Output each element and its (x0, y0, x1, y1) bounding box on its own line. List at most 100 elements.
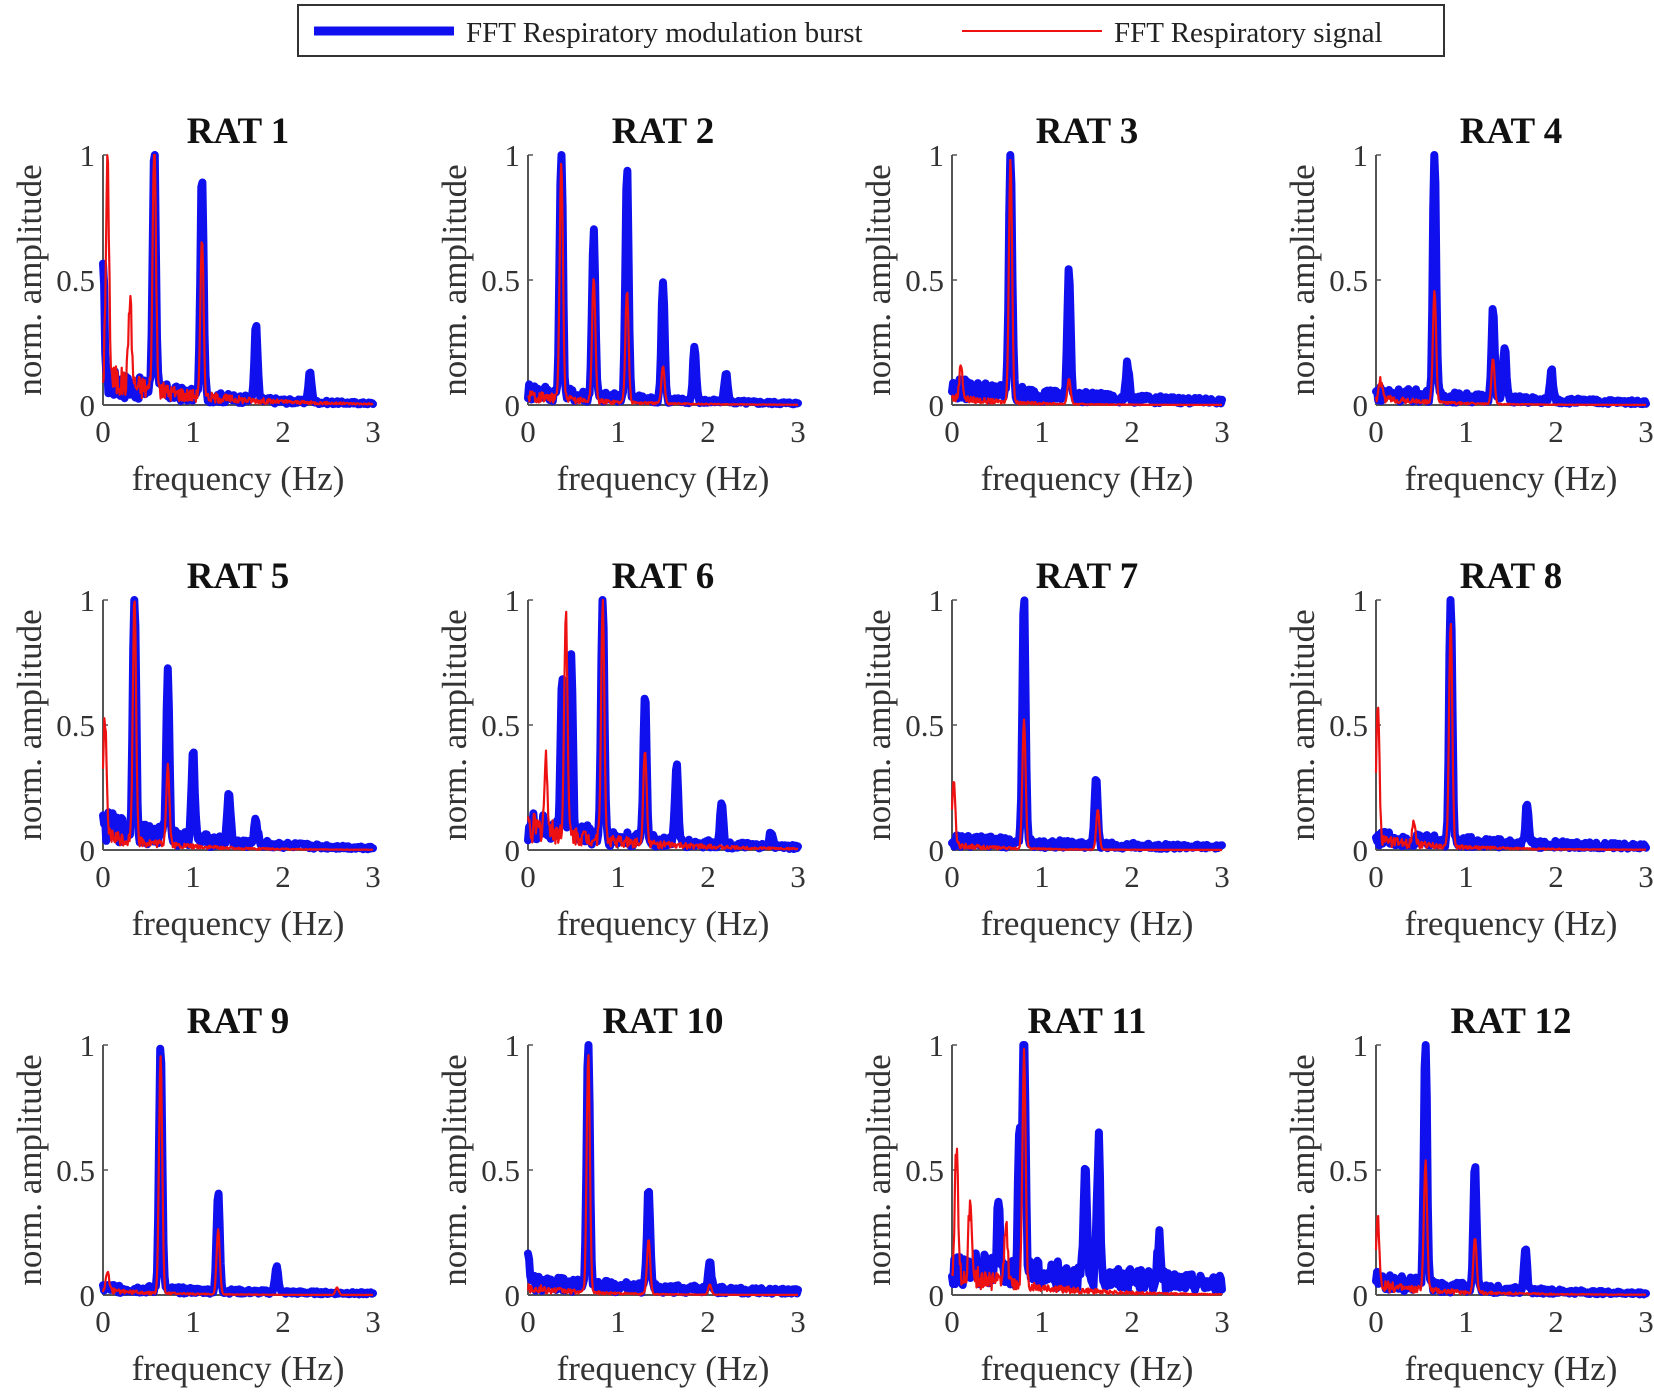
y-axis-label: norm. amplitude (1283, 609, 1322, 840)
y-tick-label: 1 (505, 138, 521, 173)
y-tick-label: 0 (505, 1278, 521, 1313)
signal-series-line (950, 159, 1223, 407)
x-tick-label: 0 (1368, 414, 1384, 449)
chart-panel-11: 0 0.5 1 0 1 2 3 RAT 11 frequency (Hz) norm. ampli… (859, 1001, 1230, 1388)
y-tick-label: 0 (1353, 388, 1369, 423)
y-tick-label: 1 (929, 583, 945, 618)
y-tick-label: 0 (929, 388, 945, 423)
x-tick-label: 1 (1458, 859, 1474, 894)
x-axis-label: frequency (Hz) (557, 1349, 770, 1388)
x-axis-label: frequency (Hz) (132, 904, 345, 943)
panel-title: RAT 9 (187, 1001, 289, 1042)
chart-panel-2: 0 0.5 1 0 1 2 3 RAT 2 frequency (Hz) norm. amplit… (435, 111, 806, 498)
x-tick-label: 2 (1548, 1304, 1564, 1339)
signal-series-line (527, 162, 799, 406)
chart-panel-1: 0 0.5 1 0 1 2 3 RAT 1 frequency (Hz) norm. amplit… (10, 111, 381, 498)
x-tick-label: 3 (1638, 414, 1654, 449)
x-tick-label: 0 (95, 414, 111, 449)
legend-box (297, 4, 1445, 57)
signal-series-line (950, 718, 1223, 852)
y-tick-label: 0 (505, 388, 521, 423)
x-tick-label: 2 (700, 1304, 716, 1339)
burst-series-line (99, 596, 377, 854)
y-tick-label: 0 (505, 833, 521, 868)
signal-series-line (526, 598, 799, 851)
y-axis-label: norm. amplitude (435, 164, 474, 395)
y-axis-label: norm. amplitude (859, 164, 898, 395)
chart-panel-4: 0 0.5 1 0 1 2 3 RAT 4 frequency (Hz) norm. amplit… (1283, 111, 1654, 498)
panels-grid: 0 0.5 1 0 1 2 3 RAT 1 frequency (Hz) norm. amplit… (10, 111, 1654, 1388)
x-axis-label: frequency (Hz) (981, 459, 1194, 498)
x-axis-label: frequency (Hz) (132, 459, 345, 498)
y-axis-label: norm. amplitude (1283, 1054, 1322, 1285)
x-tick-label: 2 (1548, 414, 1564, 449)
x-tick-label: 0 (520, 859, 536, 894)
burst-series-line (1372, 596, 1650, 853)
x-tick-label: 3 (790, 859, 806, 894)
y-tick-label: 1 (505, 1028, 521, 1063)
legend: FFT Respiratory modulation burst FFT Res… (297, 4, 1445, 57)
y-tick-label: 0.5 (481, 708, 520, 743)
x-axis-label: frequency (Hz) (132, 1349, 345, 1388)
signal-series-line (526, 1054, 799, 1297)
x-axis-label: frequency (Hz) (1405, 904, 1618, 943)
signal-series-line (101, 600, 374, 852)
chart-panel-12: 0 0.5 1 0 1 2 3 RAT 12 frequency (Hz) norm. ampli… (1283, 1001, 1654, 1388)
burst-series-line (99, 1044, 377, 1299)
x-tick-label: 2 (275, 414, 291, 449)
x-tick-label: 1 (185, 859, 201, 894)
x-tick-label: 2 (1548, 859, 1564, 894)
x-axis-label: frequency (Hz) (981, 904, 1194, 943)
x-tick-label: 3 (365, 414, 381, 449)
signal-series-line (101, 1055, 374, 1297)
panel-title: RAT 4 (1460, 111, 1562, 152)
y-axis-label: norm. amplitude (10, 164, 49, 395)
x-tick-label: 1 (1034, 1304, 1050, 1339)
x-tick-label: 1 (1458, 1304, 1474, 1339)
y-tick-label: 0 (1353, 1278, 1369, 1313)
panel-title: RAT 1 (187, 111, 289, 152)
chart-panel-5: 0 0.5 1 0 1 2 3 RAT 5 frequency (Hz) norm. amplit… (10, 556, 381, 943)
y-tick-label: 0 (80, 388, 96, 423)
y-tick-label: 0.5 (56, 1153, 95, 1188)
signal-series-line (101, 153, 374, 406)
x-tick-label: 3 (1214, 1304, 1230, 1339)
x-tick-label: 0 (944, 1304, 960, 1339)
x-tick-label: 0 (95, 859, 111, 894)
y-tick-label: 0.5 (905, 1153, 944, 1188)
x-tick-label: 2 (1124, 414, 1140, 449)
y-tick-label: 1 (80, 1028, 96, 1063)
x-tick-label: 0 (95, 1304, 111, 1339)
x-tick-label: 3 (1638, 1304, 1654, 1339)
x-tick-label: 3 (365, 1304, 381, 1339)
y-tick-label: 0.5 (1329, 1153, 1368, 1188)
y-tick-label: 1 (929, 1028, 945, 1063)
x-tick-label: 3 (790, 414, 806, 449)
panel-title: RAT 10 (603, 1001, 724, 1042)
x-axis-label: frequency (Hz) (557, 904, 770, 943)
panel-title: RAT 5 (187, 556, 289, 597)
burst-series-line (524, 151, 802, 409)
x-tick-label: 0 (944, 414, 960, 449)
y-tick-label: 0.5 (905, 708, 944, 743)
y-axis-label: norm. amplitude (435, 1054, 474, 1285)
y-tick-label: 0 (80, 833, 96, 868)
legend-signal-label: FFT Respiratory signal (1114, 17, 1383, 49)
x-tick-label: 1 (185, 414, 201, 449)
x-tick-label: 1 (610, 414, 626, 449)
y-tick-label: 0 (1353, 833, 1369, 868)
x-tick-label: 2 (275, 859, 291, 894)
x-tick-label: 2 (1124, 859, 1140, 894)
burst-series-line (948, 596, 1226, 853)
burst-series-line (524, 596, 802, 853)
panel-title: RAT 12 (1451, 1001, 1572, 1042)
x-tick-label: 2 (700, 859, 716, 894)
x-axis-label: frequency (Hz) (557, 459, 770, 498)
y-tick-label: 1 (1353, 1028, 1369, 1063)
burst-series-line (524, 1041, 802, 1298)
y-tick-label: 0 (929, 1278, 945, 1313)
legend-burst-label: FFT Respiratory modulation burst (466, 17, 863, 49)
x-tick-label: 0 (944, 859, 960, 894)
burst-series-line (1372, 1041, 1650, 1299)
